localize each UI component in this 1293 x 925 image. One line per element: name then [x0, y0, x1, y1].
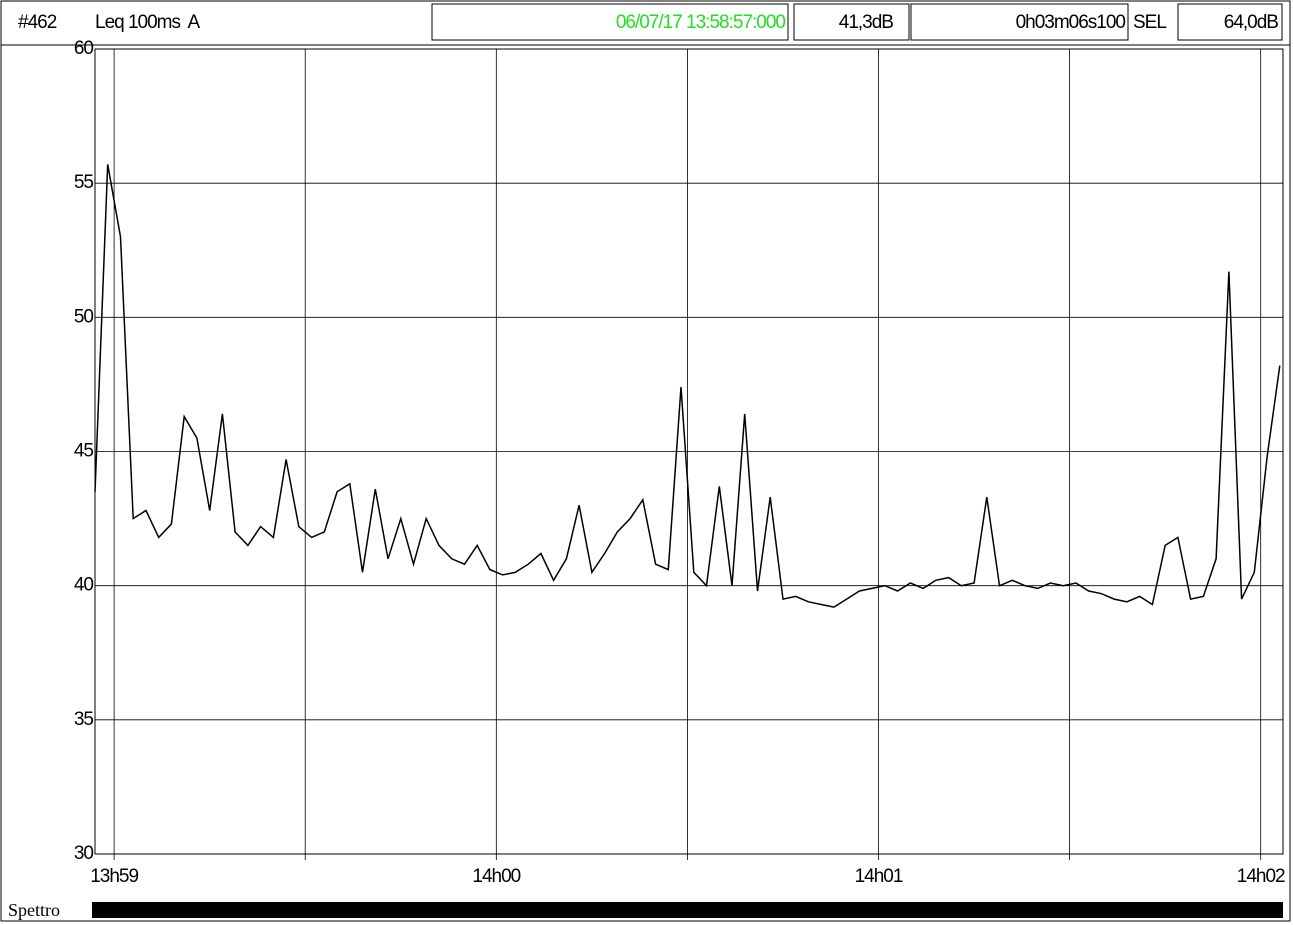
start-box	[431, 3, 789, 41]
sel-value: 64,0dB	[1224, 12, 1279, 33]
y-tick-label: 55	[74, 172, 94, 193]
record-id: #462	[18, 12, 57, 33]
sel-box	[1177, 3, 1283, 41]
duration-box	[910, 3, 1129, 41]
y-tick-label: 50	[74, 306, 94, 327]
x-tick-label: 14h00	[472, 866, 520, 887]
x-tick-label: 13h59	[90, 866, 138, 887]
start-time: 06/07/17 13:58:57:000	[616, 12, 786, 33]
y-tick-label: 45	[74, 441, 94, 462]
spectrum-bar	[92, 902, 1283, 918]
y-tick-label: 35	[74, 709, 94, 730]
level: 41,3dB	[839, 12, 894, 33]
sel-label: SEL	[1133, 12, 1166, 33]
y-tick-label: 40	[74, 575, 94, 596]
duration: 0h03m06s100	[1016, 12, 1126, 33]
measure: Leq 100ms A	[95, 12, 201, 33]
level-box	[793, 3, 910, 41]
x-tick-label: 14h02	[1237, 866, 1285, 887]
y-tick-label: 30	[74, 843, 94, 864]
footer-label: Spettro	[8, 900, 60, 920]
x-tick-label: 14h01	[855, 866, 903, 887]
y-tick-label: 60	[74, 38, 94, 59]
data-line	[94, 164, 1281, 608]
